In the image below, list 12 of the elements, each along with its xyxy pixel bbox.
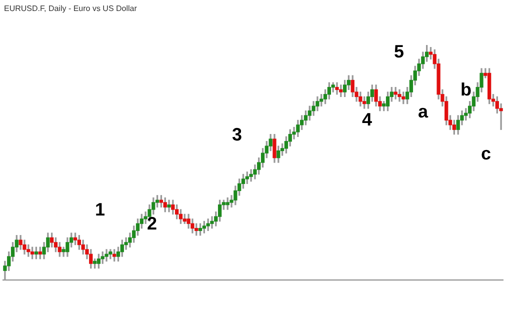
annotation: b [460, 80, 472, 100]
candlestick [206, 218, 210, 231]
candlestick [394, 86, 398, 100]
annotation: c [480, 144, 492, 164]
candlestick [104, 249, 108, 262]
annotation: 5 [394, 42, 404, 62]
annotation: a [418, 102, 428, 122]
annotation: 2 [146, 214, 158, 234]
chart-title: EURUSD.F, Daily - Euro vs US Dollar [4, 4, 137, 13]
annotation: 1 [94, 200, 106, 220]
annotation: 4 [362, 110, 372, 130]
annotation: 3 [232, 124, 242, 146]
